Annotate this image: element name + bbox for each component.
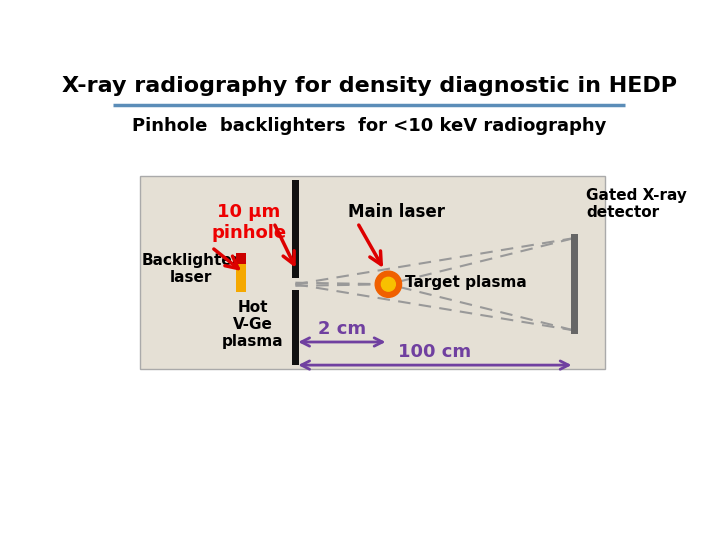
Circle shape	[375, 271, 402, 298]
Text: Backlighter
laser: Backlighter laser	[142, 253, 240, 285]
Bar	[570, 234, 578, 334]
Bar	[140, 177, 606, 369]
Text: Hot
V-Ge
plasma: Hot V-Ge plasma	[222, 300, 284, 349]
Text: 2 cm: 2 cm	[318, 320, 366, 338]
Text: Main laser: Main laser	[348, 204, 445, 221]
Text: X-ray radiography for density diagnostic in HEDP: X-ray radiography for density diagnostic…	[61, 76, 677, 96]
Bar	[292, 291, 300, 365]
Text: Target plasma: Target plasma	[405, 275, 527, 290]
Circle shape	[382, 278, 395, 291]
Bar	[236, 253, 246, 292]
Text: Pinhole  backlighters  for <10 keV radiography: Pinhole backlighters for <10 keV radiogr…	[132, 117, 606, 136]
Text: 100 cm: 100 cm	[398, 343, 472, 361]
Bar	[292, 180, 300, 278]
Text: 10 μm
pinhole: 10 μm pinhole	[211, 204, 287, 242]
Bar	[236, 253, 246, 264]
Text: Gated X-ray
detector: Gated X-ray detector	[586, 188, 687, 220]
